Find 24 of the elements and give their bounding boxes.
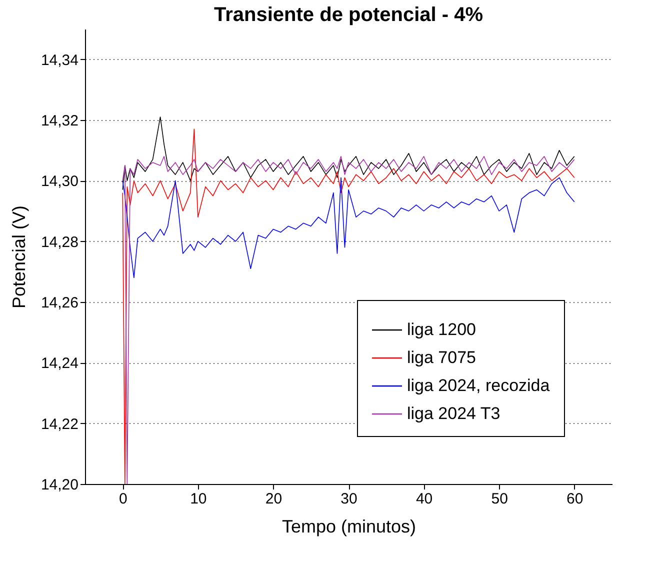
x-tick-label: 50: [491, 490, 508, 508]
legend-label: liga 1200: [407, 320, 476, 339]
y-tick-label: 14,20: [40, 476, 78, 494]
line-series: [122, 177, 575, 278]
y-tick-label: 14,32: [40, 112, 78, 130]
y-tick-label: 14,22: [40, 416, 78, 433]
x-tick-label: 10: [190, 490, 207, 508]
x-tick-label: 20: [265, 490, 282, 508]
line-series: [122, 116, 575, 190]
y-axis-title: Potencial (V): [8, 205, 29, 309]
y-tick-label: 14,28: [40, 234, 78, 251]
x-tick-label: 0: [118, 490, 128, 508]
legend-label: liga 2024 T3: [407, 404, 500, 423]
chart-title: Transiente de potencial - 4%: [214, 4, 484, 26]
legend-label: liga 7075: [407, 348, 476, 367]
y-tick-label: 14,26: [40, 294, 78, 312]
x-axis-title: Tempo (minutos): [282, 516, 416, 536]
x-tick-label: 60: [566, 490, 584, 508]
legend-label: liga 2024, recozida: [407, 376, 550, 395]
y-tick-label: 14,30: [40, 173, 78, 190]
x-tick-label: 30: [340, 490, 358, 508]
y-tick-label: 14,34: [40, 52, 78, 69]
y-tick-label: 14,24: [40, 355, 78, 372]
x-tick-label: 40: [416, 490, 433, 508]
